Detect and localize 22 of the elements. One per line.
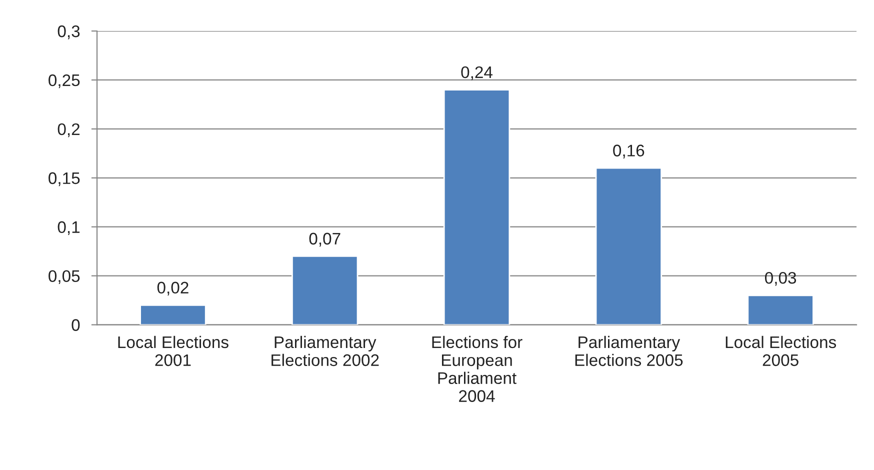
y-tick-label: 0,3 [58,25,80,40]
bar [443,89,510,325]
x-tick-label: Parliamentary Elections 2005 [575,336,683,366]
x-tick-label: Parliamentary Elections 2002 [272,336,379,366]
data-label: 0,16 [613,144,644,158]
x-tick-label: Elections for European Parliament 2004 [432,336,522,402]
x-tick-label: Local Elections 2005 [726,336,836,366]
data-label: 0,03 [765,272,796,286]
data-label: 0,07 [309,232,340,247]
y-tick-label: 0,1 [58,221,80,236]
y-tick-label: 0,2 [58,123,80,138]
y-tick-label: 0,25 [48,74,80,88]
bar [292,256,358,325]
x-tick-label: Local Elections 2001 [118,336,228,366]
bar [140,304,206,325]
data-label: 0,02 [157,282,188,296]
y-tick-label: 0 [72,319,80,331]
data-label: 0,24 [461,66,492,80]
bar [747,294,814,325]
y-tick-label: 0,15 [48,172,80,186]
y-tick-label: 0,05 [48,270,80,284]
bar [595,167,662,325]
